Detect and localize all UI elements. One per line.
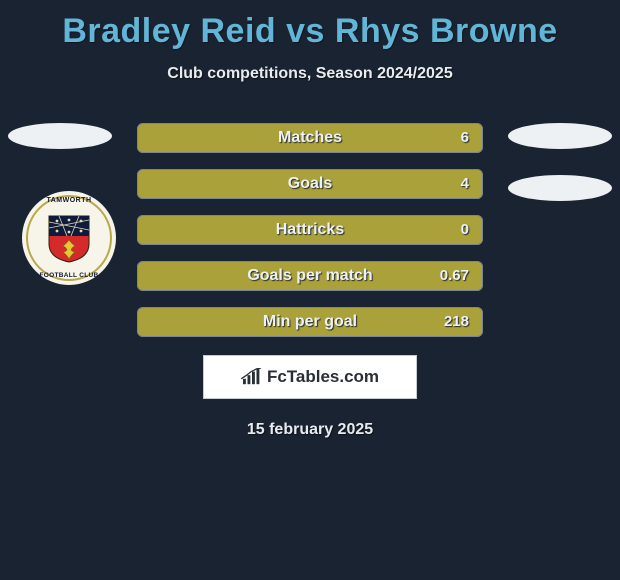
stat-bar: Goals per match0.67: [137, 261, 483, 291]
stat-bars: Matches6Goals4Hattricks0Goals per match0…: [137, 123, 483, 337]
date-text: 15 february 2025: [0, 421, 620, 439]
stat-bar-value: 4: [461, 169, 469, 199]
player-left-badge-placeholder: [8, 123, 112, 149]
brand-text: FcTables.com: [267, 367, 379, 387]
stat-bar: Min per goal218: [137, 307, 483, 337]
crest-top-text: TAMWORTH: [46, 197, 91, 204]
crest-shield-icon: [47, 214, 91, 264]
stat-bar-label: Min per goal: [137, 307, 483, 337]
subtitle: Club competitions, Season 2024/2025: [0, 65, 620, 83]
page-title: Bradley Reid vs Rhys Browne: [0, 0, 620, 51]
stat-bar-value: 218: [444, 307, 469, 337]
stat-bar: Goals4: [137, 169, 483, 199]
stat-bar-label: Goals per match: [137, 261, 483, 291]
stat-bar-label: Goals: [137, 169, 483, 199]
stat-bar-value: 0.67: [440, 261, 469, 291]
stat-bar-value: 0: [461, 215, 469, 245]
stat-bar-label: Matches: [137, 123, 483, 153]
club-crest: TAMWORTH: [22, 191, 116, 285]
brand-box[interactable]: FcTables.com: [203, 355, 417, 399]
bar-chart-icon: [241, 368, 263, 386]
crest-bottom-text: FOOTBALL CLUB: [39, 272, 98, 279]
player-right-badge-placeholder-1: [508, 123, 612, 149]
stat-bar: Hattricks0: [137, 215, 483, 245]
stat-bar-value: 6: [461, 123, 469, 153]
player-right-badge-placeholder-2: [508, 175, 612, 201]
stat-bar-label: Hattricks: [137, 215, 483, 245]
stat-bar: Matches6: [137, 123, 483, 153]
stats-area: TAMWORTH: [0, 123, 620, 439]
